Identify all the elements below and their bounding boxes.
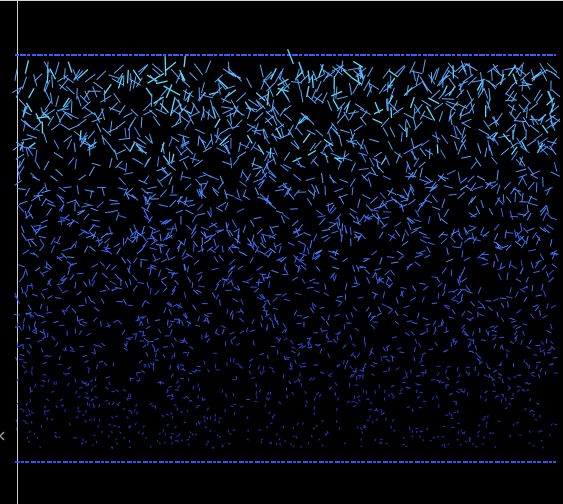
particle-vectors xyxy=(14,119,561,275)
particle-vectors xyxy=(15,334,558,449)
edge-marker xyxy=(0,431,5,441)
particle-field xyxy=(11,48,561,449)
particle-vectors xyxy=(14,260,558,412)
particle-vectors xyxy=(11,59,561,204)
particle-vectors xyxy=(13,188,558,339)
